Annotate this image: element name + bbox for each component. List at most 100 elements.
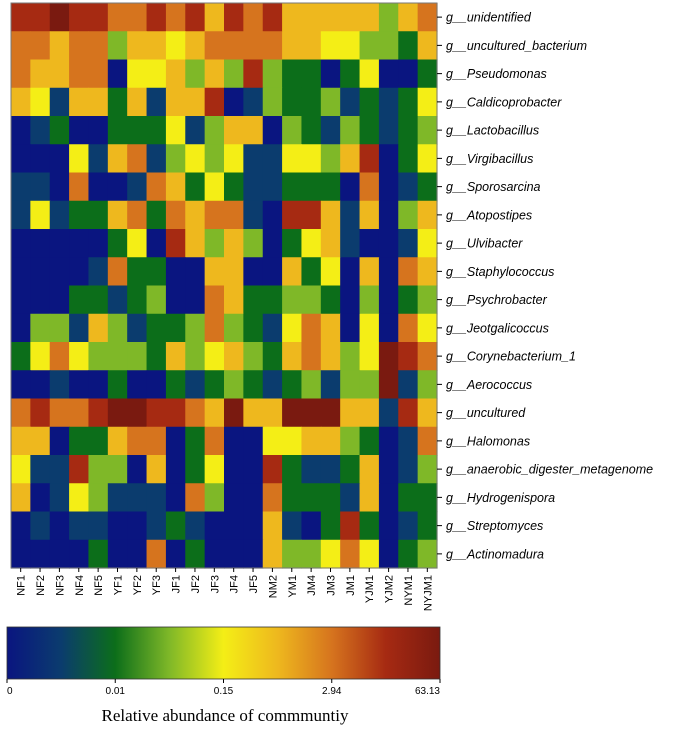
heatmap-cell [69, 116, 90, 145]
heatmap-cell [243, 31, 264, 61]
heatmap-cell [282, 313, 303, 343]
heatmap-cell [320, 116, 341, 145]
column-label: YJM2 [384, 575, 396, 603]
heatmap-cell [88, 285, 109, 315]
column-label: NM2 [267, 575, 279, 598]
heatmap-cell [340, 313, 361, 343]
column-label: JF4 [229, 575, 241, 593]
colorbar-title: Relative abundance of commmuntiy [101, 706, 349, 725]
heatmap-cell [398, 31, 419, 61]
heatmap-cell [378, 59, 399, 89]
row-label: g__Lactobacillus [446, 124, 539, 138]
heatmap-cell [301, 342, 322, 371]
heatmap-cell [224, 200, 244, 230]
heatmap-cell [359, 539, 380, 569]
row-label: g__uncultured [446, 406, 526, 420]
column-label: YJM1 [364, 575, 376, 603]
heatmap-cell [320, 257, 341, 287]
heatmap-cell [165, 31, 186, 61]
heatmap-cell [69, 342, 90, 371]
heatmap-cell [398, 3, 419, 32]
heatmap-cell [282, 539, 303, 569]
heatmap-cell [11, 31, 31, 61]
heatmap-cell [417, 511, 438, 541]
heatmap-cell [417, 539, 438, 569]
heatmap-cell [243, 342, 264, 371]
heatmap-cell [49, 455, 70, 484]
heatmap-cell [243, 257, 264, 287]
heatmap-cell [69, 87, 90, 117]
heatmap-cell [185, 144, 206, 174]
heatmap-cell [301, 59, 322, 89]
heatmap-cell [127, 483, 148, 513]
heatmap-cell [301, 31, 322, 61]
heatmap-cell [378, 285, 399, 315]
row-labels: g__unidentified g__uncultured_bacterium g_… [437, 11, 653, 561]
heatmap-cell [340, 116, 361, 145]
heatmap-cell [146, 59, 167, 89]
heatmap-cell [340, 539, 361, 569]
heatmap-cell [49, 31, 70, 61]
heatmap-cell [378, 511, 399, 541]
column-label: YF2 [132, 575, 144, 595]
heatmap-cell [224, 3, 244, 32]
heatmap-cell [282, 455, 303, 484]
heatmap-cell [30, 3, 51, 32]
heatmap-cell [359, 200, 380, 230]
heatmap-cell [185, 370, 206, 400]
heatmap-cell [185, 483, 206, 513]
heatmap-cell [359, 59, 380, 89]
heatmap-cell [359, 313, 380, 343]
heatmap-cell [262, 31, 283, 61]
heatmap-cell [146, 229, 167, 258]
heatmap-cell [417, 31, 438, 61]
heatmap-cell [301, 313, 322, 343]
row-label: g__Psychrobacter [446, 293, 548, 307]
heatmap-cell [320, 398, 341, 428]
heatmap-cell [185, 200, 206, 230]
heatmap-cell [11, 87, 31, 117]
heatmap-cell [11, 144, 31, 174]
heatmap-cell [185, 59, 206, 89]
column-labels: NF1 NF2 NF3 NF4 NF5 YF1 YF2 YF3 JF1 JF2 JF3 JF4 JF5 N… [16, 568, 434, 611]
heatmap-cell [11, 257, 31, 287]
heatmap-cell [30, 59, 51, 89]
heatmap-cell [243, 59, 264, 89]
colorbar-tick-label: 0 [7, 686, 13, 697]
heatmap-cell [301, 511, 322, 541]
heatmap-cell [282, 229, 303, 258]
heatmap-cell [243, 426, 264, 456]
heatmap-cell [165, 313, 186, 343]
column-label: JF1 [171, 575, 183, 593]
row-label: g__Caldicoprobacter [446, 95, 562, 109]
heatmap-cell [146, 539, 167, 569]
heatmap-cell [320, 3, 341, 32]
heatmap-cell [30, 87, 51, 117]
heatmap-cell [398, 172, 419, 202]
heatmap-cell [127, 3, 148, 32]
heatmap-cell [204, 257, 225, 287]
heatmap-cell [107, 539, 128, 569]
heatmap-cell [224, 87, 244, 117]
heatmap-cell [398, 285, 419, 315]
heatmap-cell [224, 59, 244, 89]
heatmap-cell [185, 87, 206, 117]
heatmap-cell [127, 511, 148, 541]
heatmap-cell [107, 398, 128, 428]
heatmap-cell [146, 116, 167, 145]
heatmap-cell [282, 370, 303, 400]
heatmap-cell [378, 3, 399, 32]
heatmap-cell [11, 285, 31, 315]
heatmap-cell [88, 313, 109, 343]
heatmap-cell [282, 483, 303, 513]
heatmap-cell [378, 144, 399, 174]
heatmap-cell [107, 257, 128, 287]
heatmap-cell [262, 483, 283, 513]
row-label: g__unidentified [446, 11, 532, 25]
heatmap-cell [301, 370, 322, 400]
heatmap-cell [88, 144, 109, 174]
heatmap-cell [340, 59, 361, 89]
heatmap-cell [282, 31, 303, 61]
heatmap-cell [282, 200, 303, 230]
heatmap-cell [243, 539, 264, 569]
